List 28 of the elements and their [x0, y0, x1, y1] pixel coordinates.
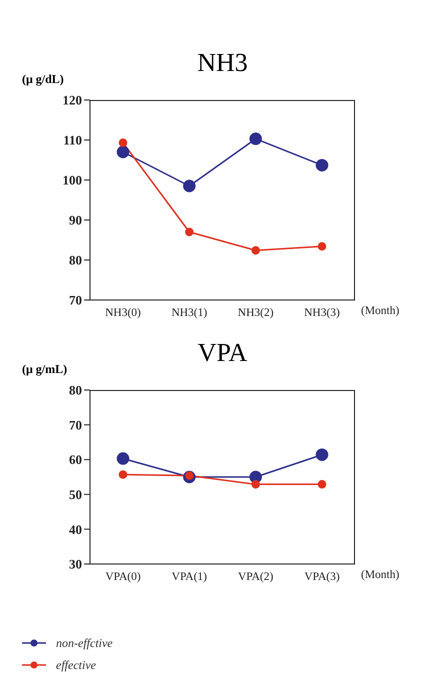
y-tick-label: 40: [69, 522, 82, 537]
y-tick-label: 60: [69, 452, 82, 468]
x-tick-label: NH3(2): [238, 307, 274, 320]
y-tick-label: 50: [69, 487, 82, 502]
y-tick-label: 80: [69, 252, 82, 268]
chart-title: NH3: [196, 48, 249, 78]
y-tick-label: 100: [62, 172, 82, 188]
y-axis-title: (μ g/mL): [22, 362, 68, 377]
x-axis-title: (Month): [361, 305, 400, 317]
x-tick-label: VPA(0): [105, 571, 141, 584]
x-tick-label: NH3(0): [105, 307, 142, 320]
chart-title: VPA: [196, 338, 248, 368]
x-tick-label: VPA(3): [304, 571, 340, 584]
x-axis-title: (Month): [361, 569, 400, 581]
y-tick-label: 90: [69, 212, 82, 228]
y-tick-label: 110: [63, 132, 82, 148]
legend-label: effective: [56, 658, 96, 672]
y-tick-label: 70: [69, 292, 82, 308]
y-tick-label: 30: [69, 556, 82, 572]
y-tick-label: 80: [69, 382, 82, 398]
y-tick-label: 70: [69, 417, 82, 432]
legend-label: non-effctive: [56, 636, 113, 650]
x-tick-label: NH3(3): [304, 307, 340, 320]
x-tick-label: VPA(1): [172, 571, 208, 584]
x-tick-label: VPA(2): [238, 571, 274, 584]
x-tick-label: NH3(1): [171, 307, 208, 320]
y-axis-title: (μ g/dL): [22, 72, 64, 87]
y-tick-label: 120: [62, 92, 82, 108]
